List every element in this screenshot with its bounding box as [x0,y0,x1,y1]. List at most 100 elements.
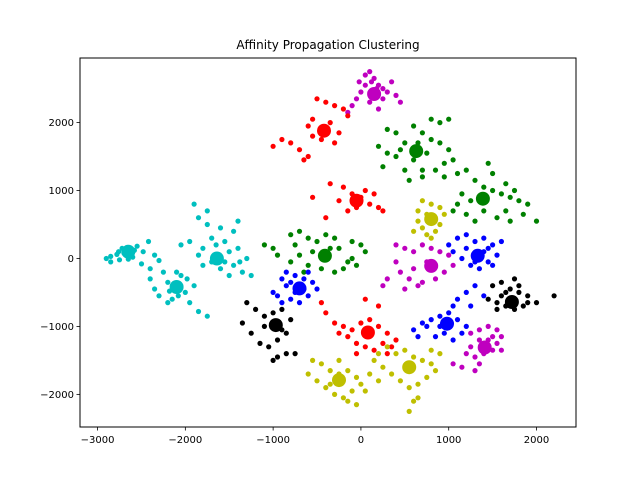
data-point-18-9 [332,391,338,397]
data-point-1-8 [191,283,197,289]
data-point-11-17 [498,238,504,245]
data-point-19-5 [428,361,434,367]
x-tick-label-4: 1000 [436,435,461,446]
data-point-9-14 [305,262,311,268]
data-point-4-0 [314,96,320,102]
data-point-11-12 [463,245,469,251]
data-point-6-9 [371,191,377,197]
data-point-10-13 [393,259,399,265]
data-point-4-5 [310,116,316,122]
data-point-11-5 [494,252,500,258]
data-point-14-13 [283,351,289,357]
data-point-0-8 [140,249,146,255]
data-point-4-10 [327,120,333,126]
data-point-5-23 [397,147,403,153]
data-point-14-6 [283,330,289,336]
x-tick-label-1: −2000 [168,435,202,446]
data-point-4-4 [345,113,351,119]
data-point-15-3 [367,317,373,323]
data-point-8-2 [437,204,443,211]
data-point-13-7 [305,293,311,299]
x-tick-label-0: −3000 [81,435,115,446]
data-point-1-12 [175,293,181,299]
data-point-10-3 [419,242,425,248]
x-tick-label-5: 2000 [524,435,549,446]
data-point-3-0 [362,72,368,78]
data-point-11-0 [454,235,461,241]
data-point-7-6 [507,194,513,200]
data-point-19-15 [411,398,417,404]
data-point-2-6 [222,238,228,245]
data-point-2-20 [195,252,202,258]
data-point-16-13 [454,296,461,302]
data-point-0-10 [147,266,153,272]
data-point-11-7 [476,266,482,272]
data-point-8-4 [415,218,421,224]
data-point-14-4 [279,306,285,312]
data-point-7-24 [520,211,526,217]
data-point-4-3 [340,106,346,112]
data-point-2-13 [217,266,224,272]
data-point-5-2 [402,140,408,146]
data-point-19-7 [424,374,430,380]
data-point-15-0 [340,323,346,329]
data-point-7-5 [498,191,504,197]
data-point-5-5 [428,136,434,143]
data-point-16-5 [454,317,461,323]
data-point-7-3 [481,184,487,190]
data-point-16-18 [450,303,456,309]
data-point-2-23 [204,208,210,214]
data-point-18-16 [375,378,382,384]
data-point-2-9 [226,249,232,255]
data-point-19-16 [406,408,412,414]
data-point-2-22 [187,238,193,245]
data-point-11-16 [485,245,491,251]
data-point-14-12 [274,354,281,360]
data-point-18-0 [310,357,316,363]
data-point-9-24 [301,269,307,275]
data-point-18-17 [336,357,342,363]
data-point-7-20 [494,215,500,221]
data-point-15-14 [393,337,399,343]
data-point-6-5 [375,204,382,211]
data-point-9-16 [288,259,294,265]
data-point-5-10 [432,167,439,173]
data-point-2-1 [195,215,202,221]
data-point-16-2 [428,317,434,323]
data-point-8-8 [441,211,447,217]
data-point-0-1 [108,259,114,265]
data-point-13-3 [292,272,298,279]
data-point-17-14 [459,364,465,370]
data-point-10-6 [446,252,452,258]
data-point-3-6 [353,96,360,102]
data-point-16-17 [468,303,474,309]
data-point-16-4 [446,310,452,316]
data-point-15-12 [332,320,338,326]
data-point-18-10 [323,385,329,391]
data-point-14-10 [248,330,254,336]
data-point-2-4 [200,245,206,251]
data-point-12-6 [520,303,526,309]
cluster-center-13 [292,281,307,296]
data-point-19-1 [393,351,399,357]
data-point-9-23 [340,266,346,272]
data-point-9-15 [296,252,303,258]
data-point-4-12 [296,147,303,153]
data-point-0-0 [103,255,109,262]
data-point-5-16 [380,164,386,170]
data-point-18-1 [318,361,324,367]
data-point-15-11 [336,330,342,336]
data-point-11-10 [450,249,456,255]
cluster-center-10 [424,258,439,273]
data-point-8-11 [424,232,430,238]
data-point-13-5 [310,279,316,285]
plot-frame [79,57,577,428]
data-point-19-13 [371,357,377,363]
data-point-13-0 [270,289,276,295]
data-point-0-9 [145,238,152,245]
data-point-4-6 [305,123,311,129]
data-point-4-1 [323,99,329,105]
data-point-5-7 [446,147,452,153]
data-point-2-0 [191,201,197,207]
